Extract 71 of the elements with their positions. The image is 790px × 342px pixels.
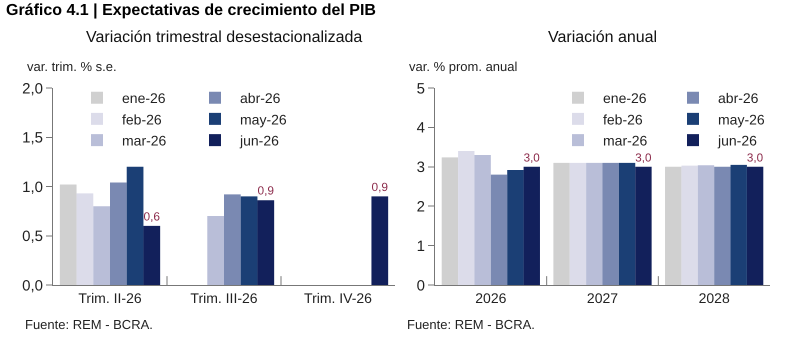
y-axis-title: var. trim. % s.e. [27, 59, 117, 74]
data-label: 3,0 [524, 151, 540, 164]
legend-label: ene-26 [603, 90, 647, 106]
legend-label: jun-26 [239, 132, 280, 149]
bar [93, 206, 110, 285]
bar [60, 184, 77, 285]
y-tick-label: 0 [416, 277, 425, 294]
legend-label: mar-26 [122, 132, 167, 149]
legend-label: may-26 [718, 111, 765, 128]
legend-label: may-26 [240, 111, 287, 128]
bar [371, 196, 388, 285]
bar [714, 166, 731, 285]
data-label: 3,0 [746, 151, 764, 164]
y-tick-label: 2,0 [22, 80, 43, 98]
y-tick-label: 2 [416, 198, 425, 216]
bar [553, 162, 570, 285]
legend-label: abr-26 [718, 90, 759, 106]
source-note: Fuente: REM - BCRA. [407, 317, 535, 332]
legend-label: feb-26 [122, 111, 162, 128]
data-label: 0,9 [257, 184, 274, 198]
data-label: 0,6 [143, 209, 160, 224]
data-label: 3,0 [635, 151, 652, 164]
y-tick-label: 1,0 [22, 178, 43, 196]
y-tick-label: 3 [416, 159, 425, 176]
bar [76, 193, 94, 285]
y-tick-label: 4 [416, 120, 425, 137]
bar [507, 170, 524, 285]
source-note: Fuente: REM - BCRA. [25, 317, 153, 332]
bar [257, 200, 274, 285]
y-tick-label: 5 [416, 80, 425, 98]
bar [586, 162, 602, 285]
chart-title: Variación anual [548, 29, 658, 46]
bar [143, 226, 160, 285]
bar [602, 162, 619, 285]
bar [126, 166, 144, 285]
y-tick-label: 0,0 [22, 277, 43, 294]
bar [240, 196, 258, 285]
x-tick-label: Trim. II-26 [78, 290, 142, 306]
chart-title: Gráfico 4.1 | Expectativas de crecimiento del PIB [6, 2, 376, 19]
bar [524, 166, 540, 285]
legend-label: mar-26 [603, 132, 648, 149]
bar [746, 166, 764, 285]
bar [665, 166, 682, 285]
bar [490, 174, 508, 285]
bar [698, 165, 714, 285]
legend-label: ene-26 [122, 90, 166, 106]
bar [618, 162, 636, 285]
x-tick-label: 2028 [698, 290, 730, 306]
bar [681, 166, 698, 285]
x-tick-label: Trim. IV-26 [304, 290, 372, 306]
chart-subtitle: Variación trimestral desestacionalizada [86, 29, 362, 46]
legend-label: jun-26 [717, 132, 758, 149]
x-tick-label: 2027 [586, 290, 618, 306]
legend-label: abr-26 [240, 90, 281, 106]
y-tick-label: 1,5 [22, 130, 43, 146]
bar [224, 194, 241, 285]
bar [458, 151, 474, 285]
x-tick-label: Trim. III-26 [190, 290, 258, 306]
y-tick-label: 1 [416, 238, 425, 255]
data-label: 0,9 [371, 180, 388, 194]
y-axis-title: var. % prom. anual [409, 59, 518, 74]
y-tick-label: 0,5 [22, 228, 43, 245]
bar [730, 164, 747, 285]
legend-label: feb-26 [603, 111, 643, 128]
bar [442, 157, 458, 285]
bar [474, 154, 491, 285]
bar [110, 182, 127, 285]
bar [570, 162, 586, 285]
bar [207, 216, 224, 285]
bar [635, 166, 652, 285]
x-tick-label: 2026 [475, 290, 507, 306]
